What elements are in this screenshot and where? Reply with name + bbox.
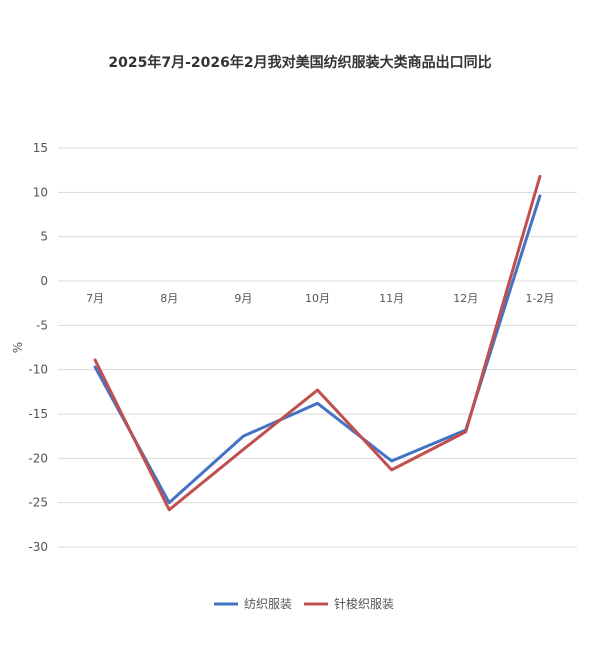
x-tick-label: 10月 bbox=[305, 292, 330, 305]
y-tick-label: -15 bbox=[28, 407, 48, 421]
x-tick-label: 1-2月 bbox=[525, 292, 554, 305]
legend-label-2: 针梭织服装 bbox=[334, 596, 394, 611]
series-line-1 bbox=[93, 194, 542, 505]
y-tick-label: 10 bbox=[33, 185, 48, 199]
y-tick-label: 0 bbox=[40, 274, 48, 288]
y-tick-label: -25 bbox=[28, 496, 48, 510]
x-tick-label: 7月 bbox=[86, 292, 104, 305]
y-tick-label: -10 bbox=[28, 363, 48, 377]
y-tick-label: -30 bbox=[28, 540, 48, 554]
x-tick-label: 12月 bbox=[453, 292, 478, 305]
y-axis-label: % bbox=[11, 342, 25, 353]
legend-label-1: 纺织服装 bbox=[244, 597, 292, 611]
chart-title: 2025年7月-2026年2月我对美国纺织服装大类商品出口同比 bbox=[108, 55, 492, 71]
x-tick-label: 9月 bbox=[234, 292, 252, 305]
y-tick-label: -20 bbox=[28, 451, 48, 465]
y-tick-label: -5 bbox=[36, 318, 48, 332]
y-tick-label: 5 bbox=[40, 230, 48, 244]
y-tick-label: 15 bbox=[33, 141, 48, 155]
series-line-2 bbox=[93, 174, 542, 512]
x-tick-label: 8月 bbox=[160, 292, 178, 305]
x-tick-label: 11月 bbox=[379, 292, 404, 305]
